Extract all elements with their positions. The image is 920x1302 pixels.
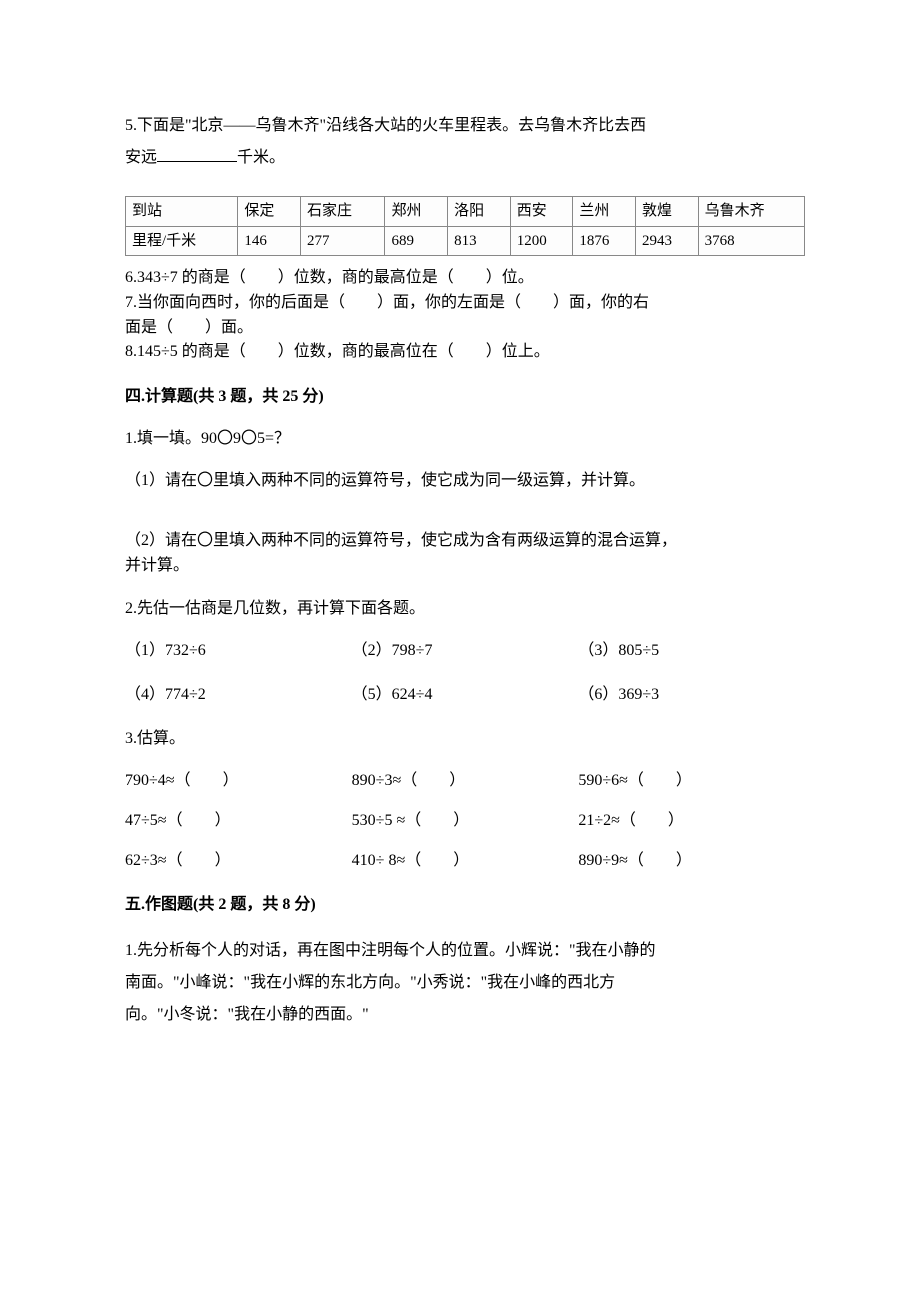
val-1: 277: [300, 226, 384, 256]
val-3: 813: [448, 226, 511, 256]
table-data-row: 里程/千米 146 277 689 813 1200 1876 2943 376…: [126, 226, 805, 256]
sec4-q2-row-1: （1）732÷6 （2）798÷7 （3）805÷5: [125, 639, 805, 663]
q5-text-b: 安远: [125, 149, 157, 166]
q3-item-4: 47÷5≈（ ）: [125, 809, 352, 833]
val-7: 3768: [698, 226, 804, 256]
q3-item-7: 62÷3≈（ ）: [125, 849, 352, 873]
q2-item-3: （3）805÷5: [578, 639, 805, 663]
q2-item-5: （5）624÷4: [352, 683, 579, 707]
mileage-table: 到站 保定 石家庄 郑州 洛阳 西安 兰州 敦煌 乌鲁木齐 里程/千米 146 …: [125, 196, 805, 256]
sec4-q3-row-3: 62÷3≈（ ） 410÷ 8≈（ ） 890÷9≈（ ）: [125, 849, 805, 873]
table-header-row: 到站 保定 石家庄 郑州 洛阳 西安 兰州 敦煌 乌鲁木齐: [126, 197, 805, 227]
col-5: 兰州: [573, 197, 636, 227]
sec4-q1-2: （2）请在〇里填入两种不同的运算符号，使它成为含有两级运算的混合运算， 并计算。: [125, 529, 805, 579]
q2-item-1: （1）732÷6: [125, 639, 352, 663]
q3-item-1: 790÷4≈（ ）: [125, 769, 352, 793]
header-label: 到站: [126, 197, 238, 227]
sec5-q1-c: 向。"小冬说："我在小静的西面。": [125, 1006, 369, 1023]
sec5-q1-a: 1.先分析每个人的对话，再在图中注明每个人的位置。小辉说："我在小静的: [125, 942, 656, 959]
col-4: 西安: [510, 197, 573, 227]
sec4-q2-row-2: （4）774÷2 （5）624÷4 （6）369÷3: [125, 683, 805, 707]
sec4-q1-2a: （2）请在〇里填入两种不同的运算符号，使它成为含有两级运算的混合运算，: [125, 529, 805, 554]
col-2: 郑州: [385, 197, 448, 227]
section-5-title: 五.作图题(共 2 题，共 8 分): [125, 893, 805, 917]
q5-text-c: 千米。: [237, 149, 285, 166]
val-0: 146: [238, 226, 301, 256]
q3-item-6: 21÷2≈（ ）: [578, 809, 805, 833]
q3-item-3: 590÷6≈（ ）: [578, 769, 805, 793]
q3-item-2: 890÷3≈（ ）: [352, 769, 579, 793]
question-5: 5.下面是"北京——乌鲁木齐"沿线各大站的火车里程表。去乌鲁木齐比去西 安远 千米…: [125, 110, 805, 174]
q3-item-9: 890÷9≈（ ）: [578, 849, 805, 873]
sec5-q1: 1.先分析每个人的对话，再在图中注明每个人的位置。小辉说："我在小静的 南面。"…: [125, 935, 805, 1031]
q5-text-a: 5.下面是"北京——乌鲁木齐"沿线各大站的火车里程表。去乌鲁木齐比去西: [125, 117, 646, 134]
row-label: 里程/千米: [126, 226, 238, 256]
questions-6-8: 6.343÷7 的商是（ ）位数，商的最高位是（ ）位。 7.当你面向西时，你的…: [125, 266, 805, 365]
sec4-q1-1: （1）请在〇里填入两种不同的运算符号，使它成为同一级运算，并计算。: [125, 469, 805, 493]
col-3: 洛阳: [448, 197, 511, 227]
col-7: 乌鲁木齐: [698, 197, 804, 227]
question-6: 6.343÷7 的商是（ ）位数，商的最高位是（ ）位。: [125, 266, 805, 291]
val-6: 2943: [635, 226, 698, 256]
q2-item-6: （6）369÷3: [578, 683, 805, 707]
q3-item-5: 530÷5 ≈（ ）: [352, 809, 579, 833]
col-6: 敦煌: [635, 197, 698, 227]
question-7-line-b: 面是（ ）面。: [125, 316, 805, 341]
col-1: 石家庄: [300, 197, 384, 227]
q5-blank[interactable]: [157, 145, 237, 162]
question-8: 8.145÷5 的商是（ ）位数，商的最高位在（ ）位上。: [125, 340, 805, 365]
section-4-title: 四.计算题(共 3 题，共 25 分): [125, 385, 805, 409]
sec4-q1-2b: 并计算。: [125, 554, 805, 579]
sec4-q3: 3.估算。: [125, 727, 805, 751]
q2-item-2: （2）798÷7: [352, 639, 579, 663]
q3-item-8: 410÷ 8≈（ ）: [352, 849, 579, 873]
col-0: 保定: [238, 197, 301, 227]
sec5-q1-b: 南面。"小峰说："我在小辉的东北方向。"小秀说："我在小峰的西北方: [125, 974, 615, 991]
sec4-q1: 1.填一填。90〇9〇5=？: [125, 427, 805, 451]
val-2: 689: [385, 226, 448, 256]
question-7-line-a: 7.当你面向西时，你的后面是（ ）面，你的左面是（ ）面，你的右: [125, 291, 805, 316]
q2-item-4: （4）774÷2: [125, 683, 352, 707]
sec4-q2: 2.先估一估商是几位数，再计算下面各题。: [125, 597, 805, 621]
sec4-q3-row-2: 47÷5≈（ ） 530÷5 ≈（ ） 21÷2≈（ ）: [125, 809, 805, 833]
val-4: 1200: [510, 226, 573, 256]
sec4-q3-row-1: 790÷4≈（ ） 890÷3≈（ ） 590÷6≈（ ）: [125, 769, 805, 793]
val-5: 1876: [573, 226, 636, 256]
